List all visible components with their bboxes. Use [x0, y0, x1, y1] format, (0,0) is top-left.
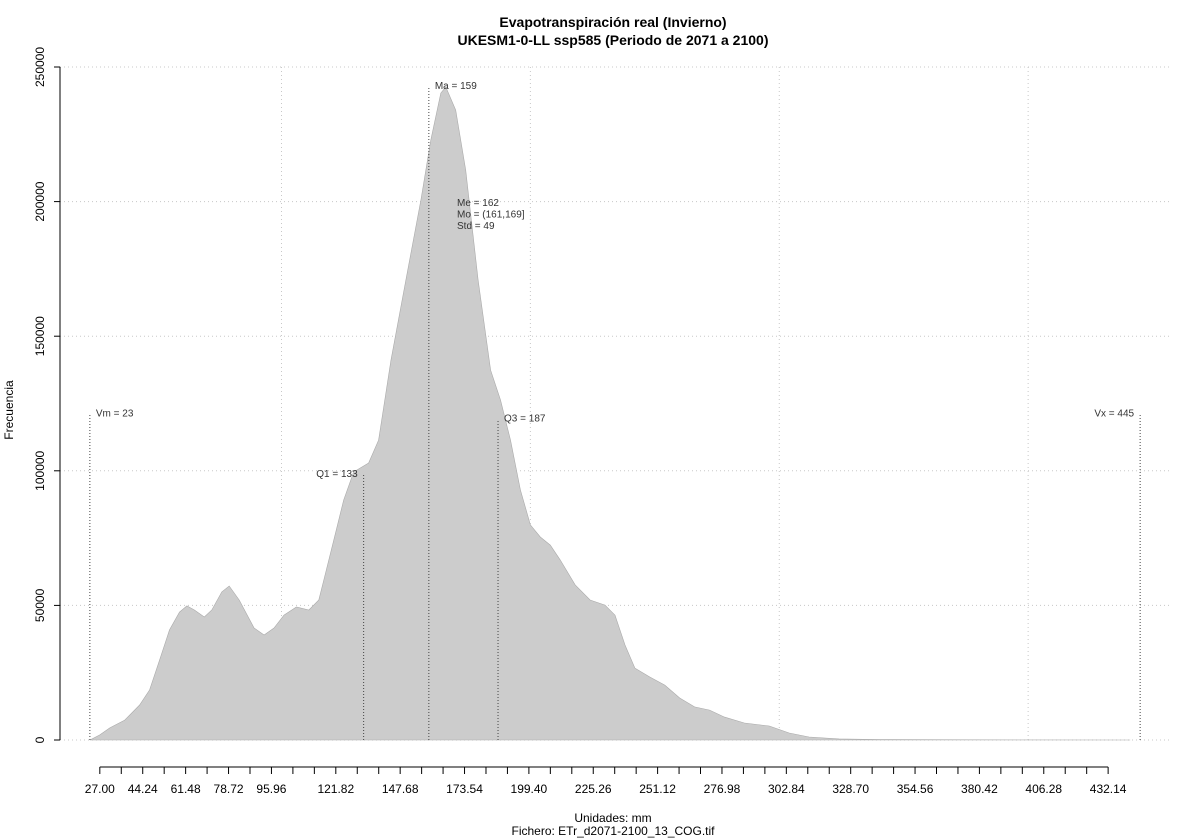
x-tick-label: 276.98 [704, 782, 741, 796]
y-axis-label: Frecuencia [2, 380, 16, 440]
y-tick-label: 200000 [33, 181, 47, 221]
x-tick-label: 199.40 [511, 782, 548, 796]
x-tick-label: 121.82 [317, 782, 354, 796]
marker-label: Q3 = 187 [504, 414, 546, 425]
x-tick-label: 61.48 [171, 782, 201, 796]
y-tick-label: 250000 [33, 47, 47, 87]
density-area [89, 86, 1131, 741]
stats-label: Me = 162 [457, 198, 499, 209]
x-tick-label: 147.68 [382, 782, 419, 796]
marker-label: Vm = 23 [96, 408, 134, 419]
x-tick-label: 78.72 [214, 782, 244, 796]
x-tick-label: 173.54 [446, 782, 483, 796]
x-tick-label: 328.70 [832, 782, 869, 796]
y-tick-label: 50000 [33, 588, 47, 622]
marker-label: Vx = 445 [1094, 408, 1134, 419]
caption: Fichero: ETr_d2071-2100_13_COG.tif [512, 824, 716, 838]
x-tick-label: 225.26 [575, 782, 612, 796]
x-tick-label: 95.96 [256, 782, 286, 796]
stats-label: Mo = (161,169] [457, 210, 525, 221]
x-tick-label: 406.28 [1025, 782, 1062, 796]
y-tick-label: 0 [33, 736, 47, 743]
x-axis-label: Unidades: mm [574, 811, 651, 825]
chart-subtitle: UKESM1-0-LL ssp585 (Periodo de 2071 a 21… [458, 32, 769, 48]
x-tick-label: 251.12 [639, 782, 676, 796]
x-tick-label: 27.00 [85, 782, 115, 796]
x-tick-label: 380.42 [961, 782, 998, 796]
y-tick-label: 100000 [33, 450, 47, 490]
marker-label: Ma = 159 [435, 81, 477, 92]
stats-label: Std = 49 [457, 221, 495, 232]
x-tick-label: 432.14 [1090, 782, 1127, 796]
x-tick-label: 354.56 [897, 782, 934, 796]
x-tick-label: 44.24 [128, 782, 158, 796]
marker-label: Q1 = 133 [316, 469, 358, 480]
chart-title: Evapotranspiración real (Invierno) [499, 14, 726, 30]
x-tick-label: 302.84 [768, 782, 805, 796]
y-tick-label: 150000 [33, 316, 47, 356]
